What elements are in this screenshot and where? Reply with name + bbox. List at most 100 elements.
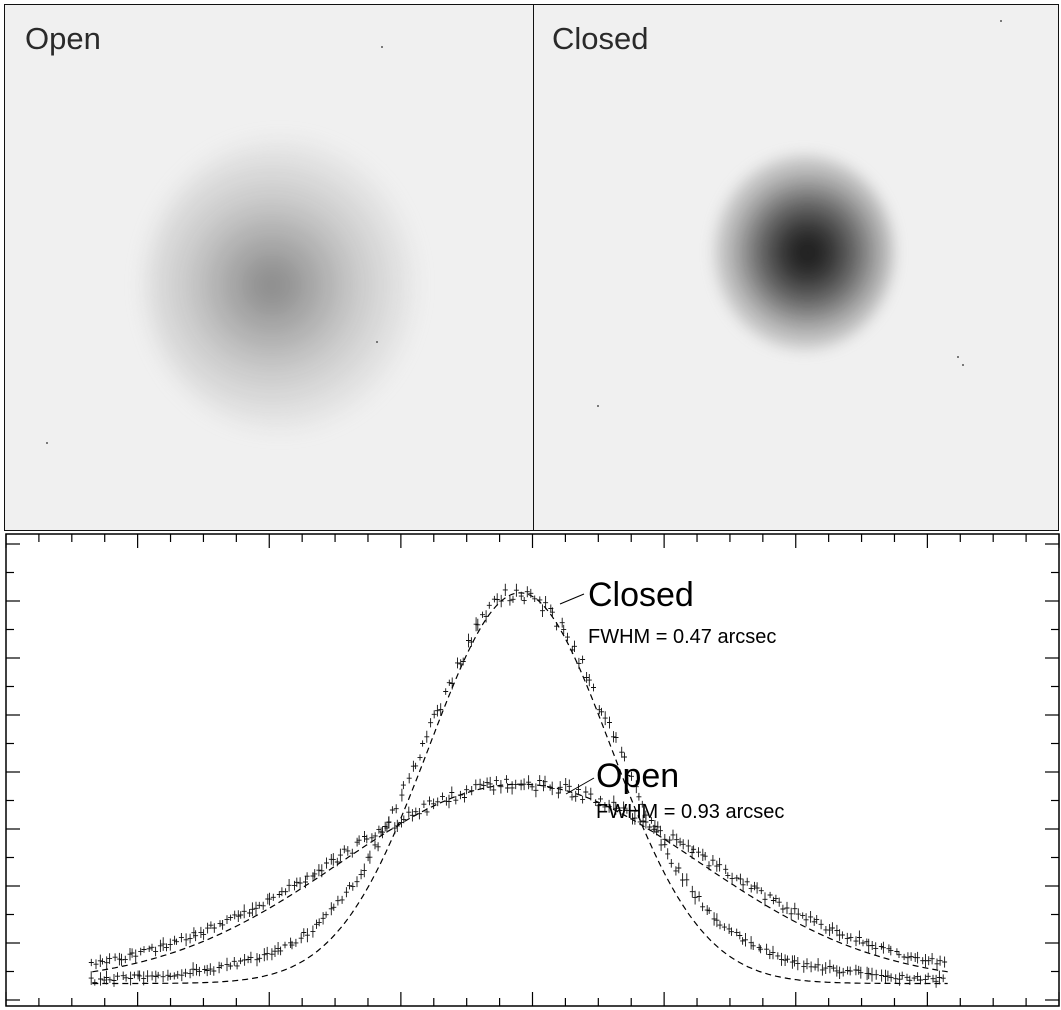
data-point [844, 932, 850, 944]
data-point [572, 640, 577, 652]
data-point [234, 962, 240, 970]
data-point [561, 624, 567, 635]
data-point [107, 976, 113, 983]
data-point [559, 617, 565, 628]
data-point [358, 869, 364, 880]
data-point [328, 902, 334, 916]
panel-label-closed: Closed [552, 21, 649, 56]
data-point [897, 972, 903, 986]
data-point [372, 840, 378, 850]
data-point [303, 875, 308, 889]
data-point [812, 963, 818, 971]
noise-speck [376, 341, 378, 343]
data-point [940, 974, 946, 983]
data-point [133, 949, 139, 963]
fit-line-closed [92, 592, 948, 985]
data-point [770, 945, 776, 960]
data-point [729, 927, 734, 936]
data-point [88, 958, 94, 967]
data-point [839, 931, 845, 939]
data-point [462, 792, 467, 803]
data-point [706, 861, 712, 871]
data-point [702, 852, 708, 861]
data-point [232, 910, 238, 920]
data-point [453, 796, 459, 805]
data-point [566, 779, 572, 793]
data-point [696, 847, 701, 858]
data-point [178, 933, 184, 943]
data-point [933, 974, 939, 988]
data-point [179, 969, 185, 982]
data-point [449, 786, 455, 799]
data-point [758, 887, 764, 895]
data-point [792, 902, 798, 915]
data-point [773, 894, 779, 903]
data-point [502, 583, 508, 596]
data-point [795, 908, 801, 920]
data-point [918, 975, 923, 985]
data-point [717, 920, 723, 930]
data-point [276, 891, 282, 898]
data-point [356, 835, 362, 845]
data-point [421, 800, 427, 808]
data-point [238, 957, 243, 965]
data-point [111, 974, 117, 987]
data-point [770, 896, 776, 905]
data-point [622, 752, 627, 762]
data-point [331, 903, 337, 911]
data-point [141, 971, 147, 986]
data-point [714, 860, 720, 872]
data-point [915, 972, 921, 981]
data-point [202, 965, 208, 974]
data-point [830, 964, 836, 972]
data-point [711, 912, 717, 926]
data-point [435, 797, 441, 807]
data-point [734, 928, 740, 937]
data-point [464, 785, 470, 795]
data-point [670, 829, 676, 841]
data-point [785, 955, 790, 963]
data-point [639, 800, 645, 808]
data-point [187, 933, 193, 944]
data-point [104, 956, 110, 969]
noise-speck [1000, 20, 1002, 22]
data-point [275, 942, 281, 955]
data-point [814, 915, 820, 924]
data-point [611, 731, 616, 743]
data-point [335, 895, 341, 906]
data-point [146, 945, 152, 952]
data-point [818, 919, 824, 930]
data-point [744, 877, 750, 886]
data-point [455, 657, 460, 669]
open-loop-image-panel: Open [4, 4, 534, 531]
panel-label-open: Open [25, 21, 101, 56]
data-point [475, 618, 481, 631]
data-point [598, 795, 603, 802]
data-point [800, 912, 806, 919]
data-point [593, 799, 599, 806]
data-point [224, 915, 230, 924]
data-point [97, 954, 103, 967]
data-point [272, 945, 278, 957]
closed-leader-line [559, 593, 585, 605]
data-point [319, 864, 325, 878]
data-point [443, 688, 449, 695]
data-point [684, 873, 690, 887]
data-point [196, 966, 202, 977]
data-point [930, 974, 936, 983]
data-point [569, 645, 575, 654]
data-point [247, 909, 253, 917]
data-point [413, 762, 419, 770]
data-point [563, 778, 569, 792]
open-curve-label: Open [596, 757, 679, 795]
data-point [803, 913, 809, 927]
data-point [893, 974, 899, 984]
data-point [723, 864, 729, 874]
data-point [752, 881, 757, 891]
data-point [235, 910, 241, 922]
data-point [784, 901, 790, 914]
data-point [714, 913, 720, 928]
data-point [386, 816, 392, 828]
data-point [480, 611, 485, 618]
data-point [283, 888, 289, 896]
